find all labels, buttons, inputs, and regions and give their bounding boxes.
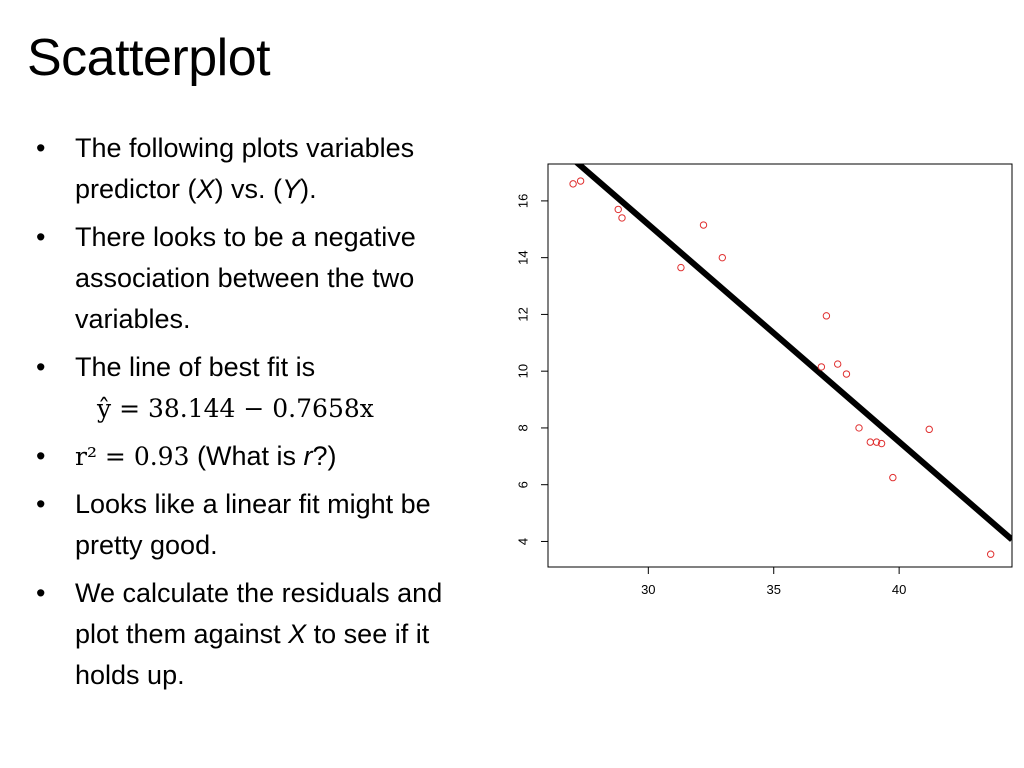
data-point — [986, 550, 995, 558]
bullet-r-squared: • r² = 0.93 (What is r?) — [36, 436, 486, 477]
data-point — [614, 205, 622, 214]
data-point — [842, 370, 851, 378]
data-point — [866, 438, 874, 446]
bullet-best-fit: • The line of best fit is ŷ = 38.144 − 0… — [36, 347, 486, 429]
scatter-chart: 30 35 40 4 6 8 10 12 14 16 — [515, 163, 1013, 597]
data-point — [889, 473, 897, 482]
x-tick-label: 35 — [766, 582, 780, 597]
bullet-dot: • — [36, 441, 46, 471]
y-tick-label: 10 — [515, 364, 530, 378]
y-tick-label: 14 — [515, 250, 530, 264]
x-tick-label: 40 — [892, 582, 906, 597]
bullet-text-1a: The following plots variables predictor … — [75, 133, 415, 204]
data-point — [855, 424, 863, 432]
x-tick-label: 30 — [641, 582, 655, 597]
bullet-linear-fit: • Looks like a linear fit might be prett… — [36, 484, 486, 566]
data-point — [872, 438, 881, 446]
y-tick-label: 8 — [515, 424, 530, 431]
bullet-text-1b: ) vs. ( — [214, 174, 283, 204]
fit-equation: ŷ = 38.144 − 0.7658x — [97, 394, 374, 423]
variable-x: X — [288, 619, 307, 649]
data-point — [877, 439, 886, 448]
data-point — [833, 360, 842, 368]
y-tick-label: 6 — [515, 481, 530, 488]
y-tick-label: 4 — [515, 538, 530, 545]
bullet-text-3: The line of best fit is — [75, 352, 316, 382]
bullet-residuals: • We calculate the residuals and plot th… — [36, 573, 486, 696]
data-point — [576, 177, 585, 185]
bullet-dot: • — [36, 352, 46, 382]
variable-x: X — [196, 174, 215, 204]
bullet-negative-association: • There looks to be a negative associati… — [36, 217, 486, 340]
bullet-text-4a: (What is — [189, 441, 304, 471]
data-point — [718, 253, 727, 262]
bullet-text-5: Looks like a linear fit might be pretty … — [75, 489, 431, 560]
r-squared-value: r² = 0.93 — [75, 442, 190, 471]
bullet-text-6b: to see if it holds up. — [75, 619, 430, 690]
bullet-list: • The following plots variables predicto… — [36, 128, 486, 703]
bullet-text-1c: ). — [300, 174, 317, 204]
plot-frame — [547, 163, 1013, 568]
data-point — [618, 214, 626, 222]
slide-title: Scatterplot — [27, 29, 271, 87]
best-fit-line — [573, 164, 1012, 542]
y-tick-label: 16 — [515, 194, 530, 208]
data-point — [569, 180, 577, 188]
bullet-dot: • — [36, 133, 46, 163]
bullet-dot: • — [36, 489, 46, 519]
data-point — [699, 221, 708, 229]
bullet-text-6a: We calculate the residuals and plot them… — [75, 578, 443, 649]
bullet-plots-variables: • The following plots variables predicto… — [36, 128, 486, 210]
data-point — [822, 312, 831, 320]
data-point — [817, 363, 826, 371]
bullet-text-2: There looks to be a negative association… — [75, 222, 416, 334]
bullet-dot: • — [36, 222, 46, 252]
y-tick-label: 12 — [515, 307, 530, 321]
data-point — [925, 425, 933, 434]
variable-y: Y — [282, 174, 301, 204]
bullet-dot: • — [36, 578, 46, 608]
variable-r: r — [303, 441, 313, 471]
bullet-text-4b: ?) — [312, 441, 337, 471]
data-point — [677, 263, 685, 272]
